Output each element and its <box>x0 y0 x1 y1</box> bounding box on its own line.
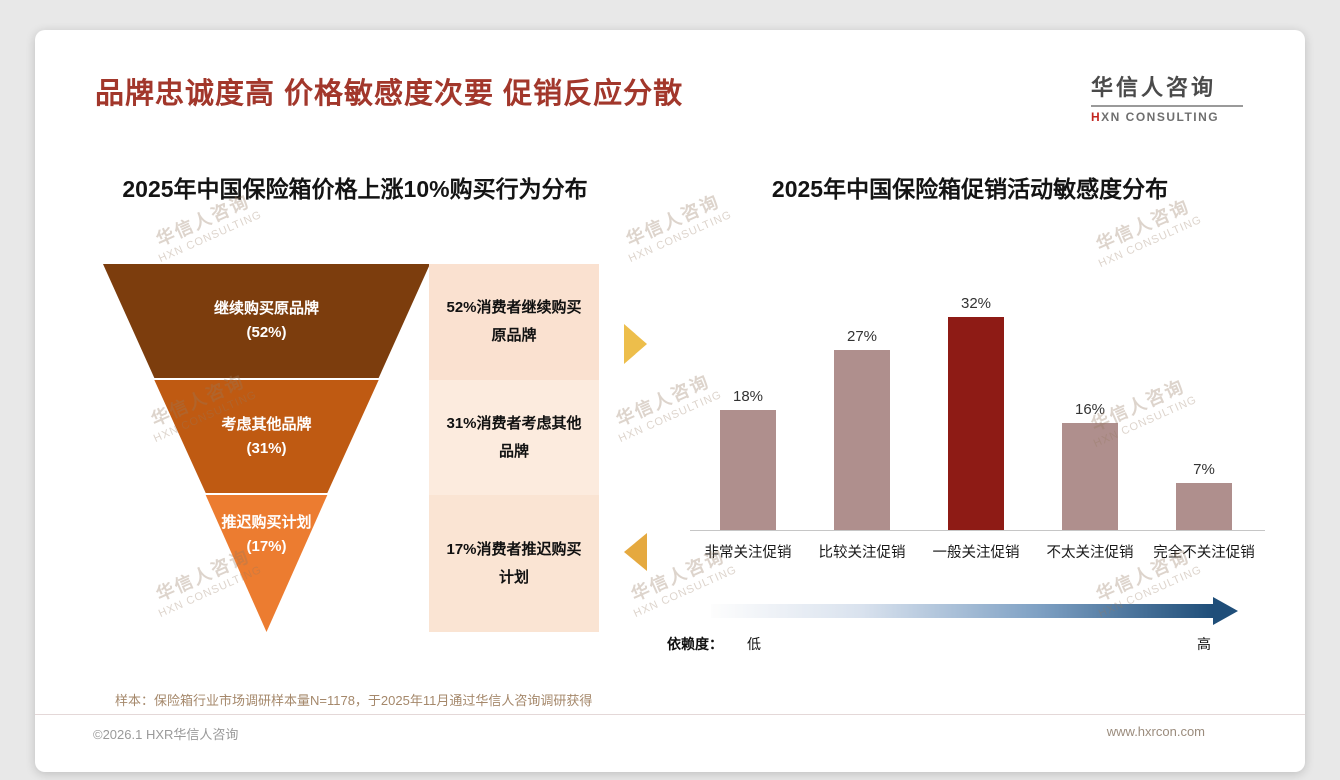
funnel-stage-pct: (31%) <box>246 439 287 457</box>
dependency-axis-high-label: 高 <box>1197 636 1211 652</box>
slide: 品牌忠诚度高 价格敏感度次要 促销反应分散 华信人咨询 HXN CONSULTI… <box>35 30 1305 772</box>
funnel-chart: 继续购买原品牌 (52%) 考虑其他品牌 (31%) 推迟购买计划 (17%) <box>103 264 430 632</box>
funnel-description-2: 31%消费者考虑其他品牌 <box>429 380 599 495</box>
watermark-en-text: HXN CONSULTING <box>626 208 734 266</box>
funnel-stage-pct: (17%) <box>246 538 287 555</box>
bar-value-label: 7% <box>1193 461 1215 478</box>
bar-category-label: 非常关注促销 <box>704 545 792 561</box>
funnel-description-1: 52%消费者继续购买原品牌 <box>429 264 599 380</box>
company-logo: 华信人咨询 HXN CONSULTING <box>1091 70 1243 124</box>
bar <box>948 317 1004 530</box>
bar <box>720 410 776 530</box>
website-text: www.hxrcon.com <box>1106 724 1205 739</box>
dependency-gradient-arrowhead-icon <box>1213 597 1238 625</box>
bar-category-label: 一般关注促销 <box>932 545 1020 561</box>
logo-english-text: HXN CONSULTING <box>1091 110 1243 124</box>
funnel-chart-title: 2025年中国保险箱价格上涨10%购买行为分布 <box>122 176 588 202</box>
logo-red-letter: H <box>1091 110 1102 124</box>
bar-group: 27% <box>807 328 917 530</box>
bar-value-label: 18% <box>732 388 764 405</box>
logo-chinese-text: 华信人咨询 <box>1091 70 1243 107</box>
funnel-stage-label: 推迟购买计划 <box>221 514 312 531</box>
bar <box>1176 483 1232 530</box>
bar-chart-categories: 非常关注促销 比较关注促销 一般关注促销 不太关注促销 完全不关注促销 <box>690 541 1265 563</box>
bar-chart-title: 2025年中国保险箱促销活动敏感度分布 <box>771 176 1169 202</box>
bar-group: 32% <box>921 295 1031 530</box>
funnel-stage-label: 继续购买原品牌 <box>213 300 319 317</box>
bar <box>834 350 890 530</box>
bar-category-label: 不太关注促销 <box>1046 545 1134 561</box>
right-arrow-icon <box>624 324 647 364</box>
bar-category-label: 比较关注促销 <box>818 545 906 561</box>
left-arrow-icon <box>624 533 647 571</box>
bar-value-label: 16% <box>1074 401 1106 418</box>
copyright-text: ©2026.1 HXR华信人咨询 <box>93 727 239 742</box>
bar-group: 7% <box>1149 461 1259 530</box>
funnel-stage-pct: (52%) <box>246 324 287 341</box>
watermark-en-text: HXN CONSULTING <box>1096 213 1204 271</box>
bar-group: 16% <box>1035 401 1145 530</box>
page-title: 品牌忠诚度高 价格敏感度次要 促销反应分散 <box>95 78 684 110</box>
funnel-stage-3: 推迟购买计划 (17%) <box>205 495 328 632</box>
dependency-gradient-arrow <box>711 604 1213 618</box>
funnel-stage-2: 考虑其他品牌 (31%) <box>154 380 379 493</box>
dependency-axis-label: 依赖度： <box>667 636 723 652</box>
bar-chart-plot: 18% 27% 32% 16% 7% <box>690 295 1265 531</box>
dependency-axis-low-label: 低 <box>747 636 761 652</box>
funnel-description-column: 52%消费者继续购买原品牌 31%消费者考虑其他品牌 17%消费者推迟购买计划 <box>429 264 599 632</box>
bar-value-label: 27% <box>846 328 878 345</box>
watermark-en-text: HXN CONSULTING <box>156 208 264 266</box>
sample-footnote: 样本：保险箱行业市场调研样本量N=1178，于2025年11月通过华信人咨询调研… <box>115 693 593 708</box>
bar-value-label: 32% <box>960 295 992 312</box>
footer-divider <box>35 714 1305 715</box>
logo-rest-letters: XN CONSULTING <box>1101 110 1220 124</box>
bar-category-label: 完全不关注促销 <box>1153 545 1255 561</box>
bar <box>1062 423 1118 530</box>
bar-group: 18% <box>693 388 803 530</box>
funnel-stage-1: 继续购买原品牌 (52%) <box>103 264 430 378</box>
funnel-stage-label: 考虑其他品牌 <box>221 415 312 433</box>
funnel-description-3: 17%消费者推迟购买计划 <box>429 495 599 632</box>
